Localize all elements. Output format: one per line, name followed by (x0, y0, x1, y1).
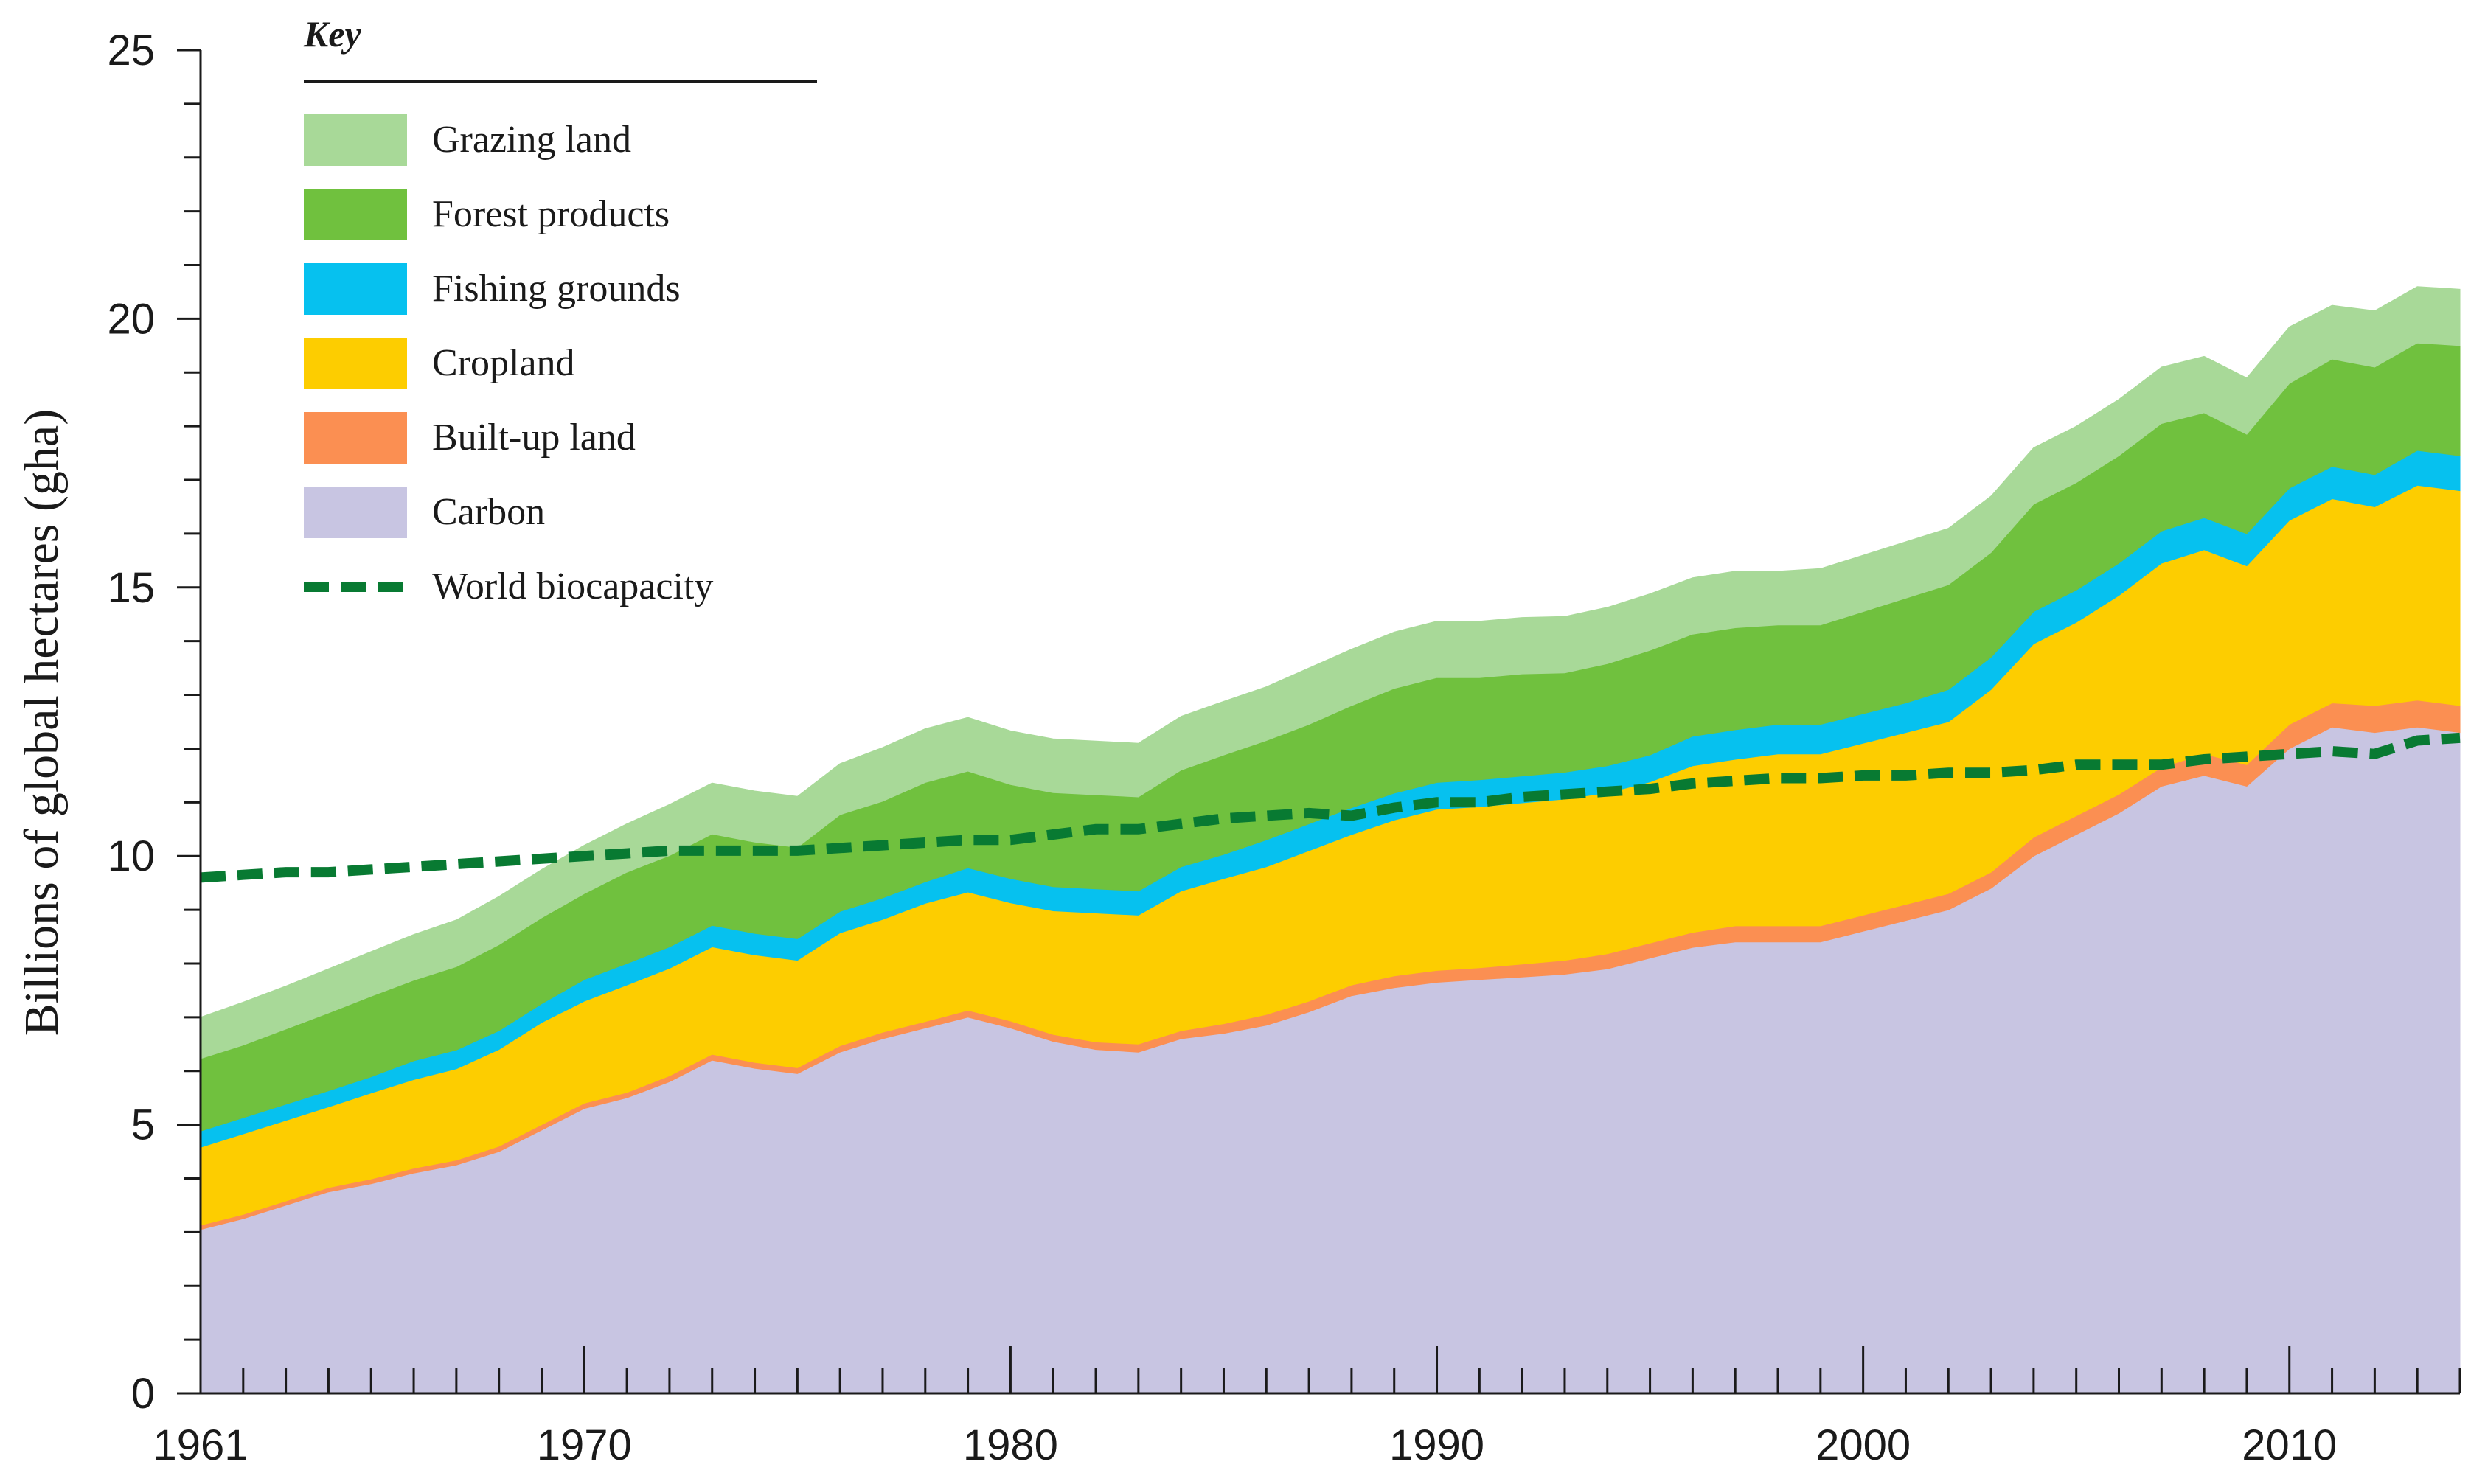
legend-items: Grazing land Forest products Fishing groun… (304, 114, 713, 607)
stacked-areas (200, 286, 2461, 1394)
legend-label: Built-up land (432, 417, 636, 459)
y-tick-label-25: 25 (107, 27, 155, 74)
legend: Key Grazing land Forest products Fishing g… (303, 13, 817, 607)
legend-swatch (304, 263, 407, 315)
x-tick-label-1961: 1961 (153, 1421, 248, 1469)
y-tick-label-15: 15 (107, 564, 155, 612)
legend-item-grazing-land: Grazing land (304, 114, 631, 166)
x-tick-label-1990: 1990 (1389, 1421, 1484, 1469)
x-tick-labels: 1961 1970 1980 1990 2000 2010 (153, 1421, 2337, 1469)
legend-label: Cropland (432, 342, 575, 384)
legend-title: Key (303, 13, 362, 55)
legend-label: Carbon (432, 491, 545, 533)
legend-item-built-up-land: Built-up land (304, 412, 636, 464)
legend-swatch (304, 189, 407, 240)
y-axis-title: Billions of global hectares (gha) (15, 409, 69, 1036)
legend-label: Fishing grounds (432, 268, 681, 310)
legend-label: Grazing land (432, 119, 631, 161)
legend-label: Forest products (432, 193, 670, 235)
x-tick-label-1970: 1970 (537, 1421, 632, 1469)
biocapacity-line-group (200, 732, 2461, 883)
legend-item-fishing-grounds: Fishing grounds (304, 263, 681, 315)
y-tick-label-0: 0 (131, 1370, 155, 1418)
y-tick-label-20: 20 (107, 295, 155, 343)
world-biocapacity-line (200, 732, 2461, 883)
x-tick-label-1980: 1980 (963, 1421, 1058, 1469)
x-tick-label-2000: 2000 (1815, 1421, 1911, 1469)
legend-item-carbon: Carbon (304, 487, 545, 538)
y-tick-label-5: 5 (131, 1101, 155, 1149)
area-grazing-land (200, 286, 2461, 1059)
y-tick-labels: 0 5 10 15 20 25 (107, 27, 155, 1418)
axes (177, 49, 2461, 1395)
y-tick-label-10: 10 (107, 832, 155, 880)
legend-swatch (304, 412, 407, 464)
legend-item-forest-products: Forest products (304, 189, 670, 240)
legend-swatch (304, 338, 407, 389)
legend-swatch (304, 487, 407, 538)
legend-item-cropland: Cropland (304, 338, 575, 389)
legend-label: World biocapacity (432, 565, 713, 607)
x-tick-label-2010: 2010 (2242, 1421, 2337, 1469)
legend-item-world-biocapacity: World biocapacity (304, 565, 713, 607)
legend-swatch (304, 114, 407, 166)
